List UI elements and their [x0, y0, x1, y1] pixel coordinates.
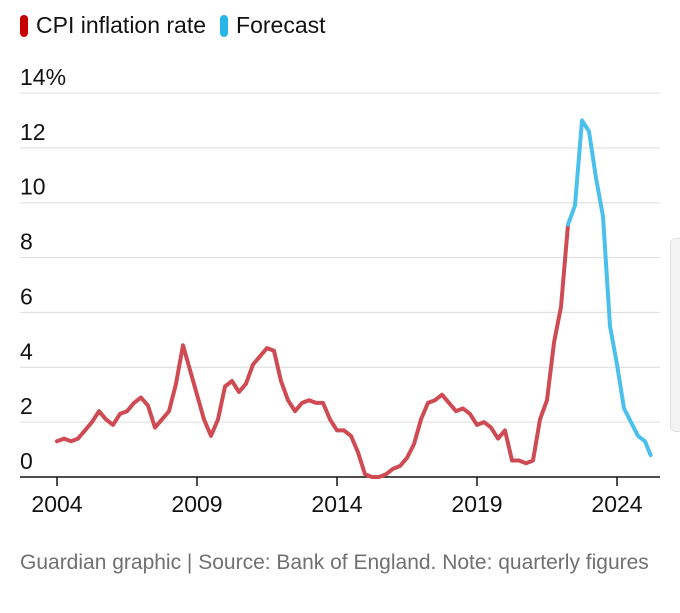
legend-label-forecast: Forecast	[236, 12, 326, 38]
legend-swatch-cpi	[20, 14, 28, 37]
y-tick-label-0: 0	[20, 448, 33, 474]
legend-item-cpi: CPI inflation rate	[20, 12, 206, 39]
forecast-line	[566, 118, 653, 458]
y-tick-label-6: 6	[20, 283, 33, 309]
legend-item-forecast: Forecast	[220, 12, 326, 39]
line-chart: 0 2 4 6 8 10 12 14% 2004 2009 2014 2019 2024	[20, 64, 660, 517]
y-axis-tick-labels: 0 2 4 6 8 10 12 14%	[20, 64, 66, 474]
data-lines	[55, 118, 653, 479]
y-tick-label-14: 14%	[20, 64, 66, 90]
y-tick-label-10: 10	[20, 174, 46, 200]
gridlines	[20, 92, 660, 423]
x-tick-label-2019: 2019	[451, 491, 502, 517]
legend-swatch-forecast	[220, 14, 229, 37]
edge-scroll-handle[interactable]	[670, 238, 680, 432]
y-tick-label-2: 2	[20, 393, 33, 419]
x-tick-label-2024: 2024	[591, 491, 642, 517]
x-tick-label-2004: 2004	[31, 491, 82, 517]
cpi-inflation-line	[55, 222, 570, 479]
y-tick-label-12: 12	[20, 119, 46, 145]
x-axis: 2004 2009 2014 2019 2024	[20, 476, 660, 517]
legend-label-cpi: CPI inflation rate	[36, 12, 207, 38]
y-tick-label-8: 8	[20, 229, 33, 255]
y-tick-label-4: 4	[20, 338, 33, 364]
source-note: Guardian graphic | Source: Bank of Engla…	[20, 551, 649, 574]
x-tick-label-2009: 2009	[171, 491, 222, 517]
chart-legend: CPI inflation rate Forecast	[20, 12, 326, 39]
x-tick-label-2014: 2014	[311, 491, 362, 517]
